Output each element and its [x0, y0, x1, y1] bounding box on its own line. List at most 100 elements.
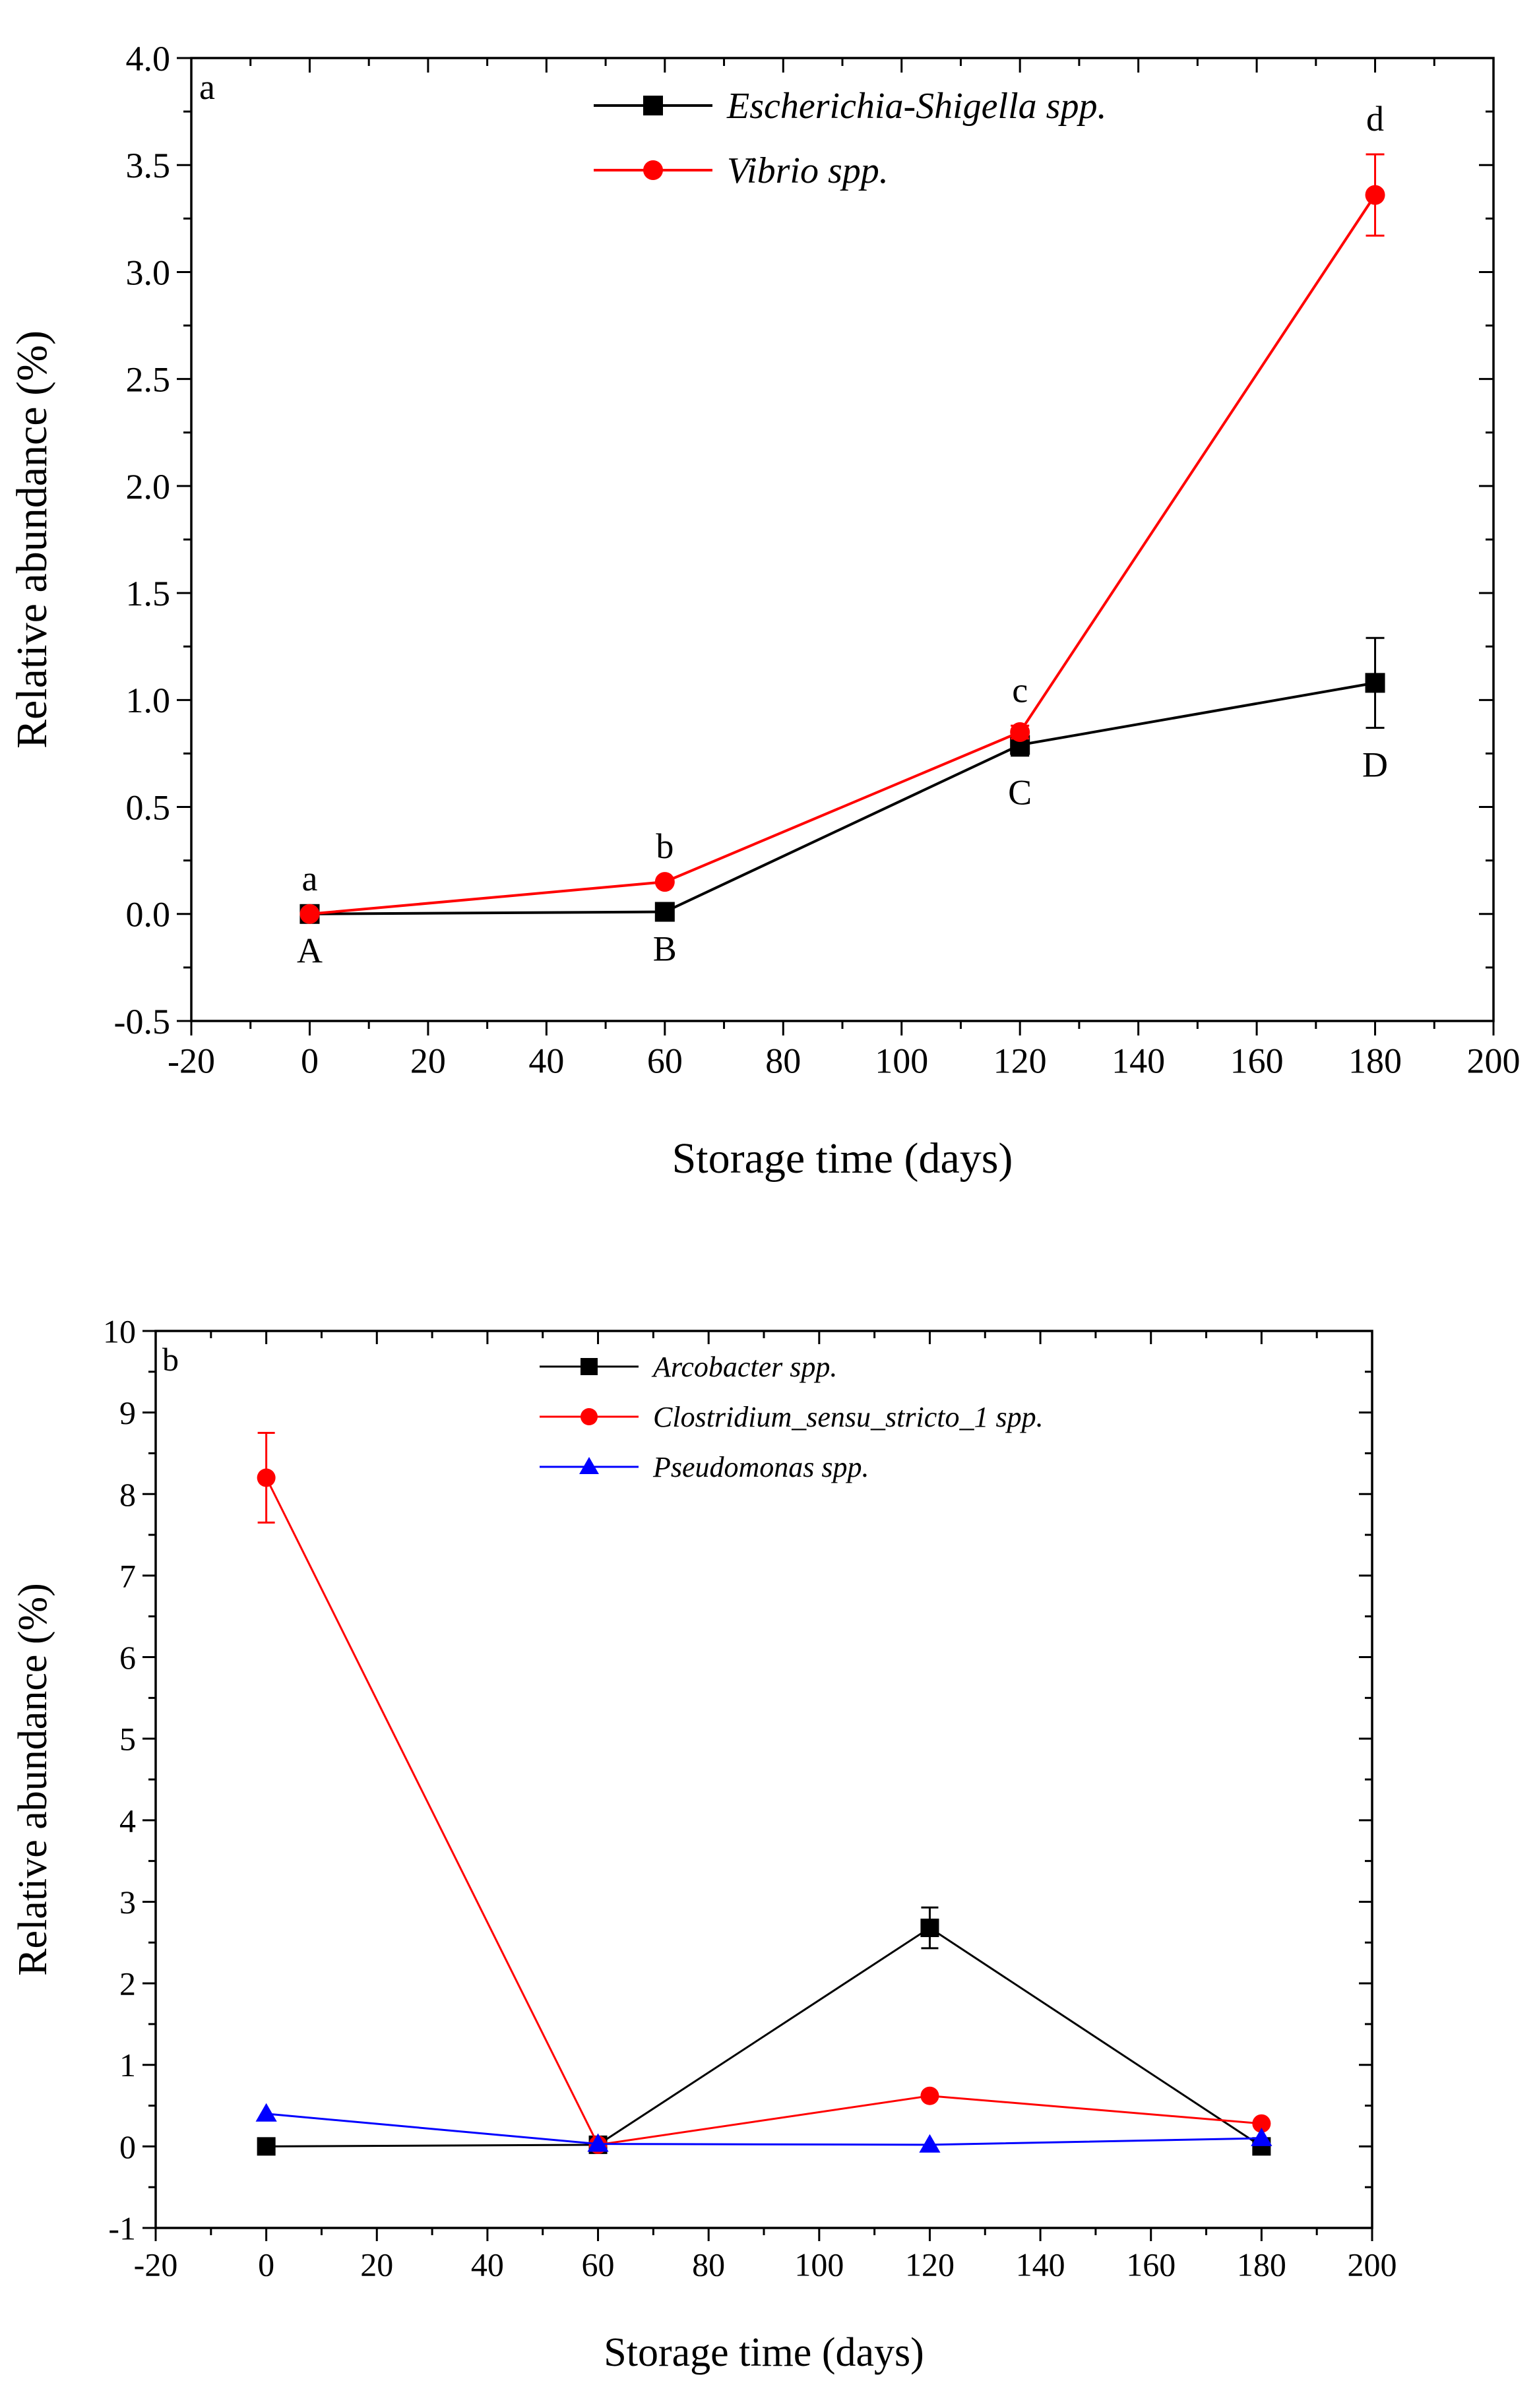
x-tick-label: 160: [1126, 2246, 1176, 2283]
x-tick-label: 60: [647, 1041, 683, 1081]
y-tick-label: 1.5: [126, 574, 171, 613]
series-vibrio-spp: [299, 153, 1385, 924]
x-tick-label: 0: [301, 1041, 319, 1081]
legend-marker: [643, 96, 663, 115]
series-line: [309, 681, 1375, 915]
series-pseudomonas-spp: [255, 2103, 1272, 2153]
significance-letter: C: [1008, 772, 1032, 812]
x-tick-label: 200: [1348, 2246, 1397, 2283]
y-tick-label: 9: [119, 1394, 136, 1431]
x-tick-label: 140: [1016, 2246, 1065, 2283]
x-tick-label: 100: [794, 2246, 844, 2283]
significance-letter: b: [656, 826, 674, 866]
x-tick-label: 120: [905, 2246, 955, 2283]
significance-letter: A: [297, 931, 323, 971]
x-tick-label: -20: [168, 1041, 215, 1081]
y-tick-label: 0: [119, 2128, 136, 2165]
data-point: [255, 2103, 277, 2122]
y-tick-label: 4: [119, 1802, 136, 1839]
data-point: [1365, 673, 1385, 693]
legend-marker: [579, 1457, 599, 1475]
x-axis-label: Storage time (days): [604, 2330, 924, 2375]
significance-letter: c: [1012, 670, 1028, 710]
y-tick-label: -0.5: [114, 1002, 170, 1041]
y-axis-label: Relative abundance (%): [8, 330, 56, 749]
x-tick-label: 40: [528, 1041, 564, 1081]
legend-label: Escherichia-Shigella spp.: [726, 86, 1106, 127]
legend-label: Clostridium_sensu_stricto_1 spp.: [653, 1401, 1044, 1433]
data-point: [920, 1919, 939, 1938]
x-tick-label: 20: [410, 1041, 446, 1081]
x-tick-label: 180: [1237, 2246, 1286, 2283]
series-line: [265, 1477, 1262, 2146]
data-point: [257, 1468, 276, 1487]
x-tick-label: 80: [692, 2246, 725, 2283]
y-tick-label: 8: [119, 1476, 136, 1513]
legend: Escherichia-Shigella spp. Vibrio spp.: [594, 86, 1106, 191]
significance-letter: B: [653, 929, 677, 968]
data-point: [654, 902, 675, 922]
y-tick-label: 0.5: [126, 787, 171, 827]
data-point: [1251, 2127, 1272, 2146]
y-tick-label: 10: [103, 1313, 136, 1350]
x-tick-label: 180: [1348, 1041, 1402, 1081]
data-point: [1365, 185, 1385, 205]
significance-letter: D: [1362, 745, 1388, 784]
series-arcobacter-spp: [257, 1906, 1271, 2156]
x-tick-label: 200: [1467, 1041, 1521, 1081]
y-tick-label: 1: [119, 2047, 136, 2084]
x-axis-label: Storage time (days): [672, 1134, 1013, 1183]
legend: Arcobacter spp. Clostridium_sensu_stricto…: [540, 1351, 1044, 1483]
y-tick-label: 0.0: [126, 895, 171, 935]
x-tick-label: -20: [134, 2246, 178, 2283]
y-tick-label: 2: [119, 1965, 136, 2002]
y-tick-label: 7: [119, 1557, 136, 1594]
plot-frame: [190, 57, 1495, 1022]
y-tick-label: 6: [119, 1639, 136, 1676]
data-point: [920, 2086, 939, 2105]
y-tick-label: -1: [108, 2210, 136, 2247]
data-point: [919, 2134, 941, 2153]
y-tick-label: 4.0: [126, 39, 171, 78]
y-tick-label: 5: [119, 1721, 136, 1758]
data-point: [299, 904, 320, 924]
panel-letter: a: [199, 67, 215, 107]
x-tick-label: 60: [582, 2246, 615, 2283]
legend-marker: [581, 1358, 598, 1375]
x-tick-label: 160: [1230, 1041, 1284, 1081]
x-tick-label: 120: [993, 1041, 1047, 1081]
y-tick-label: 3.0: [126, 253, 171, 292]
series-line: [266, 2113, 1262, 2146]
significance-letter: a: [301, 859, 317, 898]
legend-label: Pseudomonas spp.: [652, 1451, 869, 1483]
panel-b: -20 0 20 40 60 80 100 120 140 160 180 200 -1 0 1 2 3 4 5 6 7…: [11, 1313, 1397, 2376]
legend-marker: [581, 1408, 598, 1425]
significance-letter: d: [1366, 99, 1384, 139]
x-tick-label: 140: [1112, 1041, 1165, 1081]
y-tick-label: 3.5: [126, 146, 171, 185]
x-tick-label: 100: [875, 1041, 928, 1081]
x-tick-label: 20: [360, 2246, 393, 2283]
series-escherichia-shigella-spp: [299, 636, 1385, 924]
y-tick-label: 2.5: [126, 360, 171, 400]
panel-a: -20 0 20 40 60 80 100 120 140 160 180 200 -0.5 0.0 0.5…: [8, 39, 1521, 1183]
data-point: [587, 2133, 609, 2152]
data-point: [1252, 2114, 1271, 2133]
legend-label: Vibrio spp.: [727, 150, 889, 191]
x-tick-label: 0: [258, 2246, 274, 2283]
data-point: [654, 872, 675, 892]
y-axis-label: Relative abundance (%): [11, 1583, 55, 1976]
legend-label: Arcobacter spp.: [651, 1351, 837, 1383]
y-tick-label: 2.0: [126, 467, 171, 507]
x-tick-label: 40: [471, 2246, 504, 2283]
legend-marker: [643, 160, 663, 180]
data-point: [257, 2137, 276, 2156]
series-line: [266, 1927, 1263, 2147]
y-tick-label: 1.0: [126, 681, 171, 720]
series-clostridium-sensu-stricto-1-spp: [257, 1432, 1271, 2154]
panel-letter: b: [162, 1341, 179, 1378]
x-tick-label: 80: [765, 1041, 801, 1081]
series-line: [309, 194, 1377, 915]
data-point: [1010, 722, 1030, 742]
